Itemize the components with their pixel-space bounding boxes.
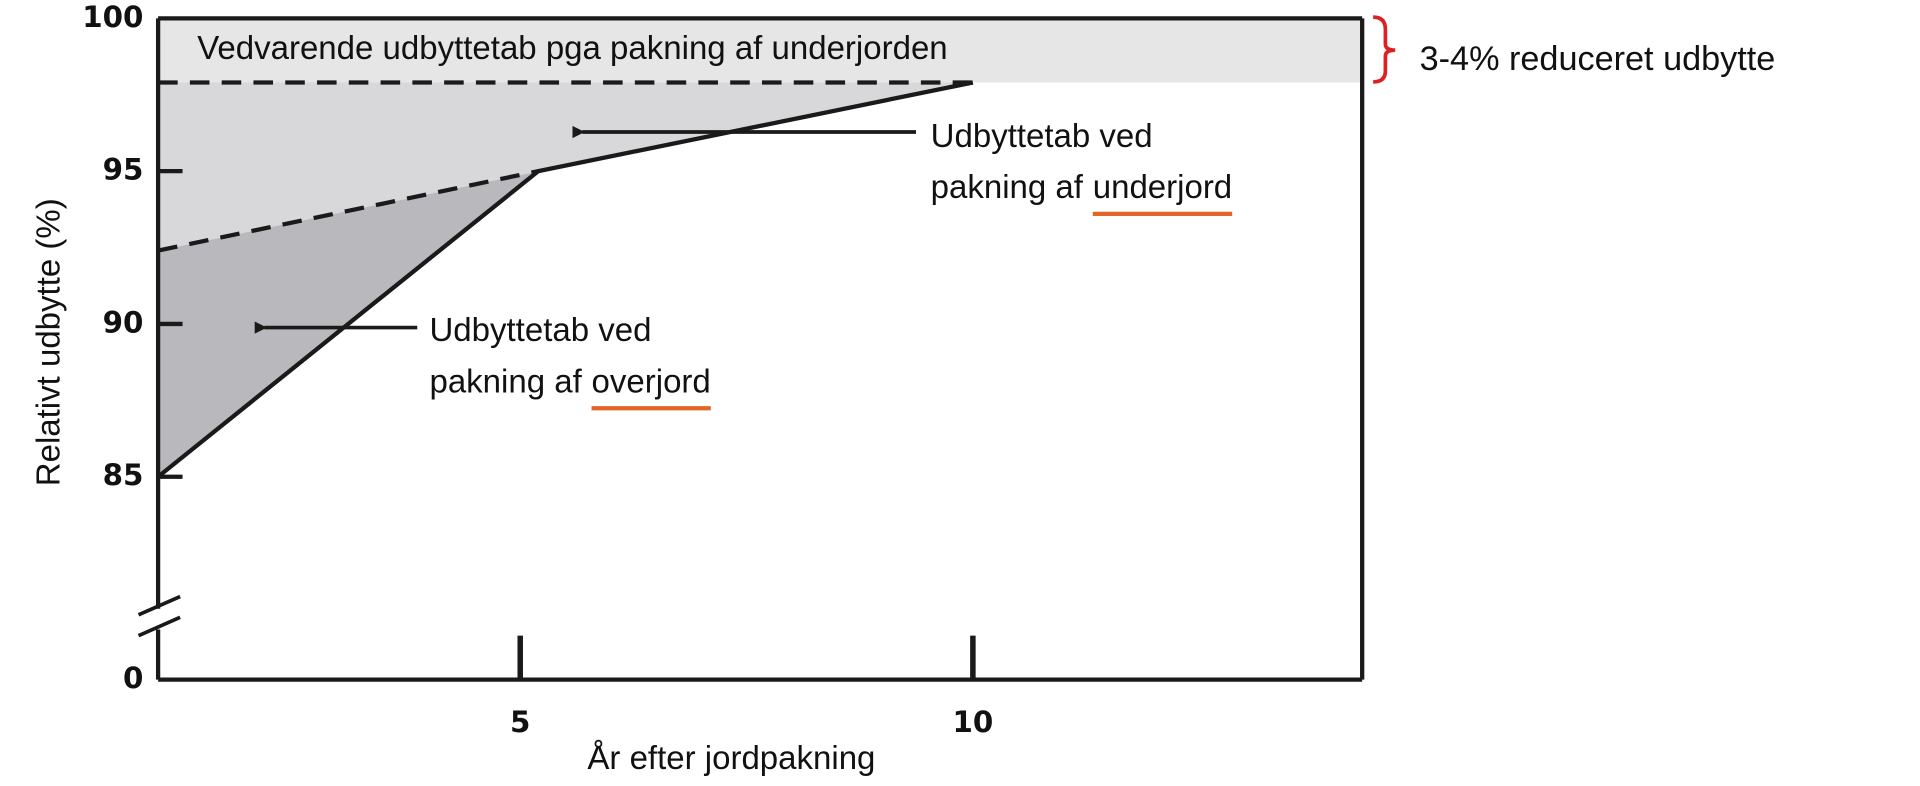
annotation-underlined: overjord [592, 363, 711, 400]
annotation-underlined: underjord [1093, 168, 1232, 205]
x-tick-label: 5 [510, 705, 530, 739]
band [158, 18, 1363, 83]
bracket [1373, 15, 1396, 84]
y-axis-label: Relativt udbytte (%) [29, 198, 66, 486]
annotation: Udbyttetab ved [429, 311, 651, 348]
area [158, 82, 973, 251]
areas [158, 18, 1363, 477]
x-axis-label: År efter jordpakning [587, 739, 875, 776]
axis-break [137, 594, 181, 617]
y-tick-label: 100 [82, 0, 143, 34]
x-tick-label: 10 [952, 705, 993, 739]
lines [156, 80, 974, 479]
bracket-label: 3-4% reduceret udbytte [1420, 40, 1776, 78]
annotation: pakning af [429, 363, 582, 400]
axis-break [137, 615, 181, 638]
y-tick-label: 90 [103, 305, 144, 339]
annotation: pakning af [931, 168, 1084, 205]
band-label: Vedvarende udbyttetab pga pakning af und… [197, 29, 947, 66]
y-tick-label: 85 [103, 458, 144, 492]
frame [137, 16, 1365, 682]
line [157, 169, 539, 253]
y-tick-label: 0 [123, 661, 143, 695]
y-tick-label: 95 [103, 153, 144, 187]
annotation: Udbyttetab ved [931, 117, 1153, 154]
